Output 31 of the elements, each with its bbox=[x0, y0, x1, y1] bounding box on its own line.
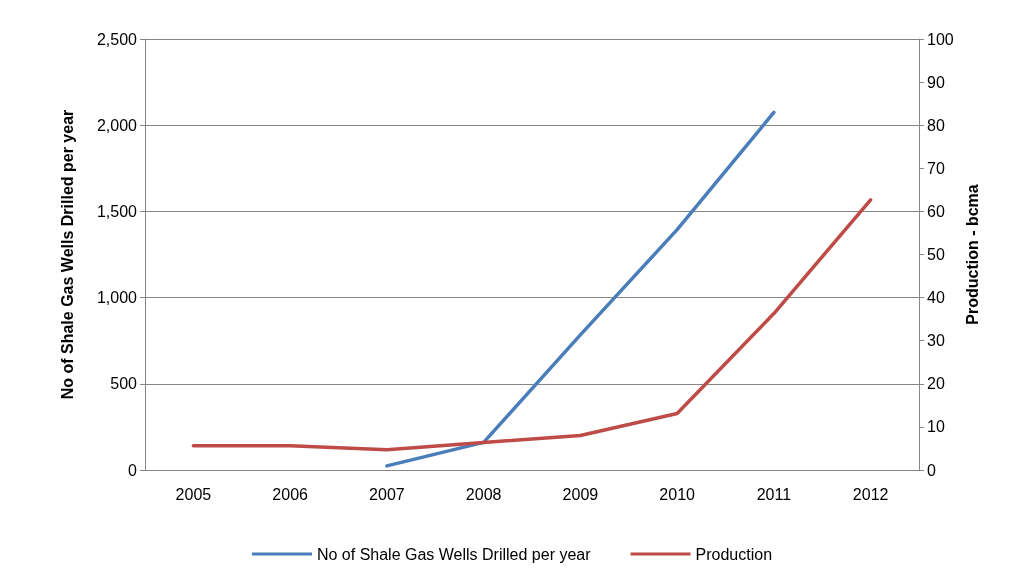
x-tick-label: 2008 bbox=[465, 485, 502, 503]
y-tick-label: 1,000 bbox=[96, 289, 138, 307]
legend-label: Production bbox=[695, 545, 773, 563]
y-axis-title: No of Shale Gas Wells Drilled per year bbox=[58, 109, 76, 400]
y-tick-label: 1,500 bbox=[96, 202, 138, 220]
y2-tick-label: 80 bbox=[927, 116, 945, 134]
x-tick-label: 2010 bbox=[659, 485, 696, 503]
y2-tick-label: 90 bbox=[927, 73, 945, 91]
line-series bbox=[385, 110, 776, 468]
y2-axis-title: Production - bcma bbox=[964, 184, 982, 325]
y-tick-label: 2,500 bbox=[96, 30, 138, 48]
x-tick-label: 2005 bbox=[175, 485, 212, 503]
y2-tick-label: 40 bbox=[927, 289, 945, 307]
y2-tick-label: 60 bbox=[927, 202, 945, 220]
y2-tick-label: 30 bbox=[927, 332, 945, 350]
line-series bbox=[191, 198, 873, 452]
legend-label: No of Shale Gas Wells Drilled per year bbox=[316, 545, 592, 563]
y2-tick-label: 50 bbox=[927, 246, 945, 263]
x-tick-label: 2007 bbox=[369, 485, 405, 503]
y-tick-label: 0 bbox=[128, 461, 138, 479]
y2-tick-label: 100 bbox=[927, 30, 954, 48]
y2-tick-label: 10 bbox=[927, 418, 945, 436]
y2-tick-label: 0 bbox=[927, 461, 936, 479]
y2-tick-label: 20 bbox=[927, 375, 945, 393]
x-tick-label: 2006 bbox=[272, 485, 309, 503]
y-tick-label: 2,000 bbox=[96, 116, 138, 134]
y-tick-label: 500 bbox=[110, 375, 138, 393]
y2-tick-label: 70 bbox=[927, 159, 945, 177]
x-tick-label: 2011 bbox=[756, 485, 792, 503]
x-tick-label: 2009 bbox=[562, 485, 599, 503]
x-tick-label: 2012 bbox=[852, 485, 889, 503]
